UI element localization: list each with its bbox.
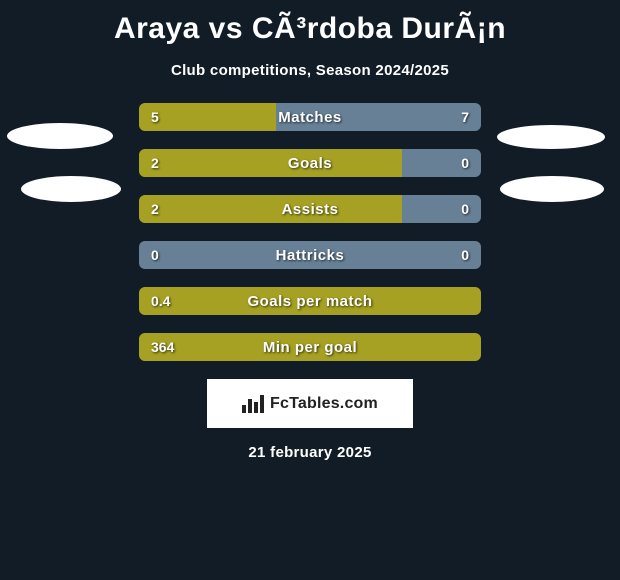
comparison-chart: 57Matches 20Goals 20Assists 00Hattricks 0.4G… bbox=[139, 103, 481, 361]
decorative-oval bbox=[497, 125, 605, 149]
stat-label: Min per goal bbox=[139, 333, 481, 361]
attribution-badge: FcTables.com bbox=[207, 379, 413, 428]
attribution-text: FcTables.com bbox=[270, 395, 378, 413]
decorative-oval bbox=[7, 123, 113, 149]
stat-label: Matches bbox=[139, 103, 481, 131]
stat-row: 00Hattricks bbox=[139, 241, 481, 269]
stat-row: 0.4Goals per match bbox=[139, 287, 481, 315]
stat-label: Hattricks bbox=[139, 241, 481, 269]
page-title: Araya vs CÃ³rdoba DurÃ¡n bbox=[0, 0, 620, 46]
stat-label: Assists bbox=[139, 195, 481, 223]
stat-row: 364Min per goal bbox=[139, 333, 481, 361]
stat-row: 57Matches bbox=[139, 103, 481, 131]
bars-icon bbox=[242, 395, 264, 413]
stat-label: Goals bbox=[139, 149, 481, 177]
stat-label: Goals per match bbox=[139, 287, 481, 315]
stat-row: 20Goals bbox=[139, 149, 481, 177]
page-subtitle: Club competitions, Season 2024/2025 bbox=[0, 62, 620, 79]
date-label: 21 february 2025 bbox=[0, 444, 620, 461]
stat-row: 20Assists bbox=[139, 195, 481, 223]
decorative-oval bbox=[21, 176, 121, 202]
decorative-oval bbox=[500, 176, 604, 202]
